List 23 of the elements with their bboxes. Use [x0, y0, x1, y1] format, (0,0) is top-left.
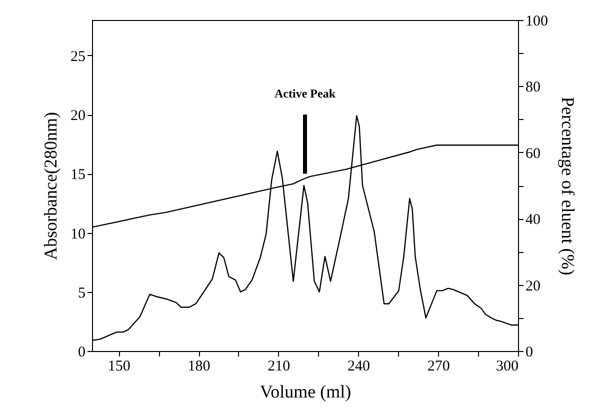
y-tick-label: 20: [70, 108, 86, 124]
y2-tick-label: 40: [526, 212, 540, 228]
y-tick-label: 0: [78, 344, 86, 360]
line-series: [92, 115, 518, 341]
x-tick-label: 150: [108, 358, 130, 374]
x-tick-label: 270: [427, 358, 450, 374]
x-tick-label: 180: [188, 358, 210, 374]
x-tick-label: 300: [496, 358, 518, 374]
y2-tick-label: 0: [526, 344, 533, 360]
annotation: Active Peak: [274, 86, 336, 101]
x-axis-title: Volume (ml): [260, 382, 352, 402]
y-axis-title: Absorbance(280nm): [40, 112, 60, 260]
y2-tick-label: 60: [526, 146, 540, 162]
y2-tick-label: 20: [526, 278, 540, 294]
y-tick-label: 25: [70, 48, 86, 65]
y-tick-label: 10: [70, 226, 86, 242]
y2-tick-label: 80: [526, 80, 540, 96]
x-tick-label: 240: [348, 358, 370, 374]
y2-axis-title: Percentage of eluent (%): [558, 96, 578, 276]
x-tick-label: 210: [268, 358, 290, 374]
y2-tick-label: 100: [526, 14, 548, 30]
y-tick-label: 5: [78, 285, 86, 302]
y-tick-label: 15: [70, 167, 86, 184]
